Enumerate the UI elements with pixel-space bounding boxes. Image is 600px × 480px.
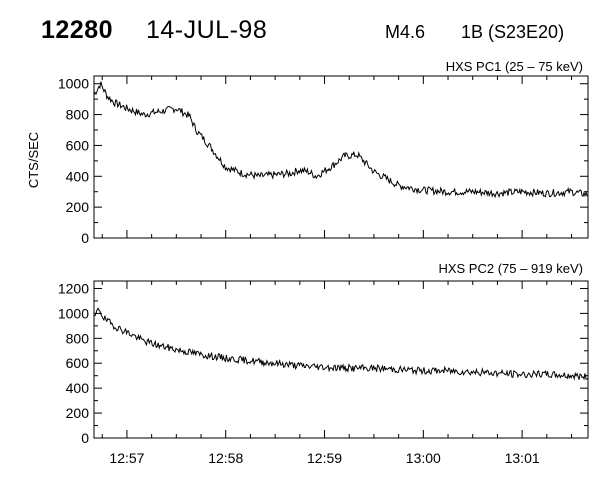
y-tick-label: 800: [66, 330, 90, 346]
panel-pc2-frame: [93, 280, 589, 439]
x-tick-label: 12:57: [109, 450, 144, 466]
x-tick-label: 12:59: [307, 450, 342, 466]
panel-pc2-y-axis: 0 200 400 600 800 1000 1200: [58, 280, 588, 446]
panel-pc1-series: [93, 81, 589, 199]
flare-location: 1B (S23E20): [461, 22, 565, 42]
y-tick-label: 200: [66, 199, 90, 215]
series-line-pc2: [93, 307, 589, 381]
y-tick-label: 200: [66, 405, 90, 421]
y-tick-label: 400: [66, 168, 90, 184]
flare-class: M4.6: [385, 22, 426, 42]
x-tick-label: 13:00: [406, 450, 441, 466]
panel-pc2: HXS PC2 (75 – 919 keV) 0 200 400 600 800 1000…: [58, 261, 589, 466]
panel-pc1-title: HXS PC1 (25 – 75 keV): [446, 59, 583, 74]
panel-pc1: HXS PC1 (25 – 75 keV) CTS/SEC 0 200 400 600…: [26, 59, 589, 246]
panel-pc2-series: [93, 307, 589, 381]
series-line-pc1: [93, 81, 589, 199]
event-date: 14-JUL-98: [146, 16, 268, 44]
panel-pc2-x-axis: 12:57 12:58 12:59 13:00 13:01: [101, 281, 573, 466]
panel-pc2-title: HXS PC2 (75 – 919 keV): [438, 261, 583, 276]
y-tick-label: 1000: [58, 305, 89, 321]
x-tick-label: 12:58: [208, 450, 243, 466]
panel-pc1-x-axis: [101, 76, 573, 238]
panel-pc1-frame: [93, 75, 589, 239]
y-tick-label: 800: [66, 107, 90, 123]
y-tick-label: 1200: [58, 280, 89, 296]
y-tick-label: 600: [66, 355, 90, 371]
event-id: 12280: [41, 16, 114, 44]
panel-pc1-y-axis: 0 200 400 600 800 1000: [58, 76, 588, 246]
y-tick-label: 0: [81, 230, 89, 246]
y-tick-label: 1000: [58, 76, 89, 92]
y-tick-label: 400: [66, 380, 90, 396]
y-tick-label: 0: [81, 430, 89, 446]
y-axis-label: CTS/SEC: [26, 132, 41, 188]
x-tick-label: 13:01: [505, 450, 540, 466]
y-tick-label: 600: [66, 137, 90, 153]
